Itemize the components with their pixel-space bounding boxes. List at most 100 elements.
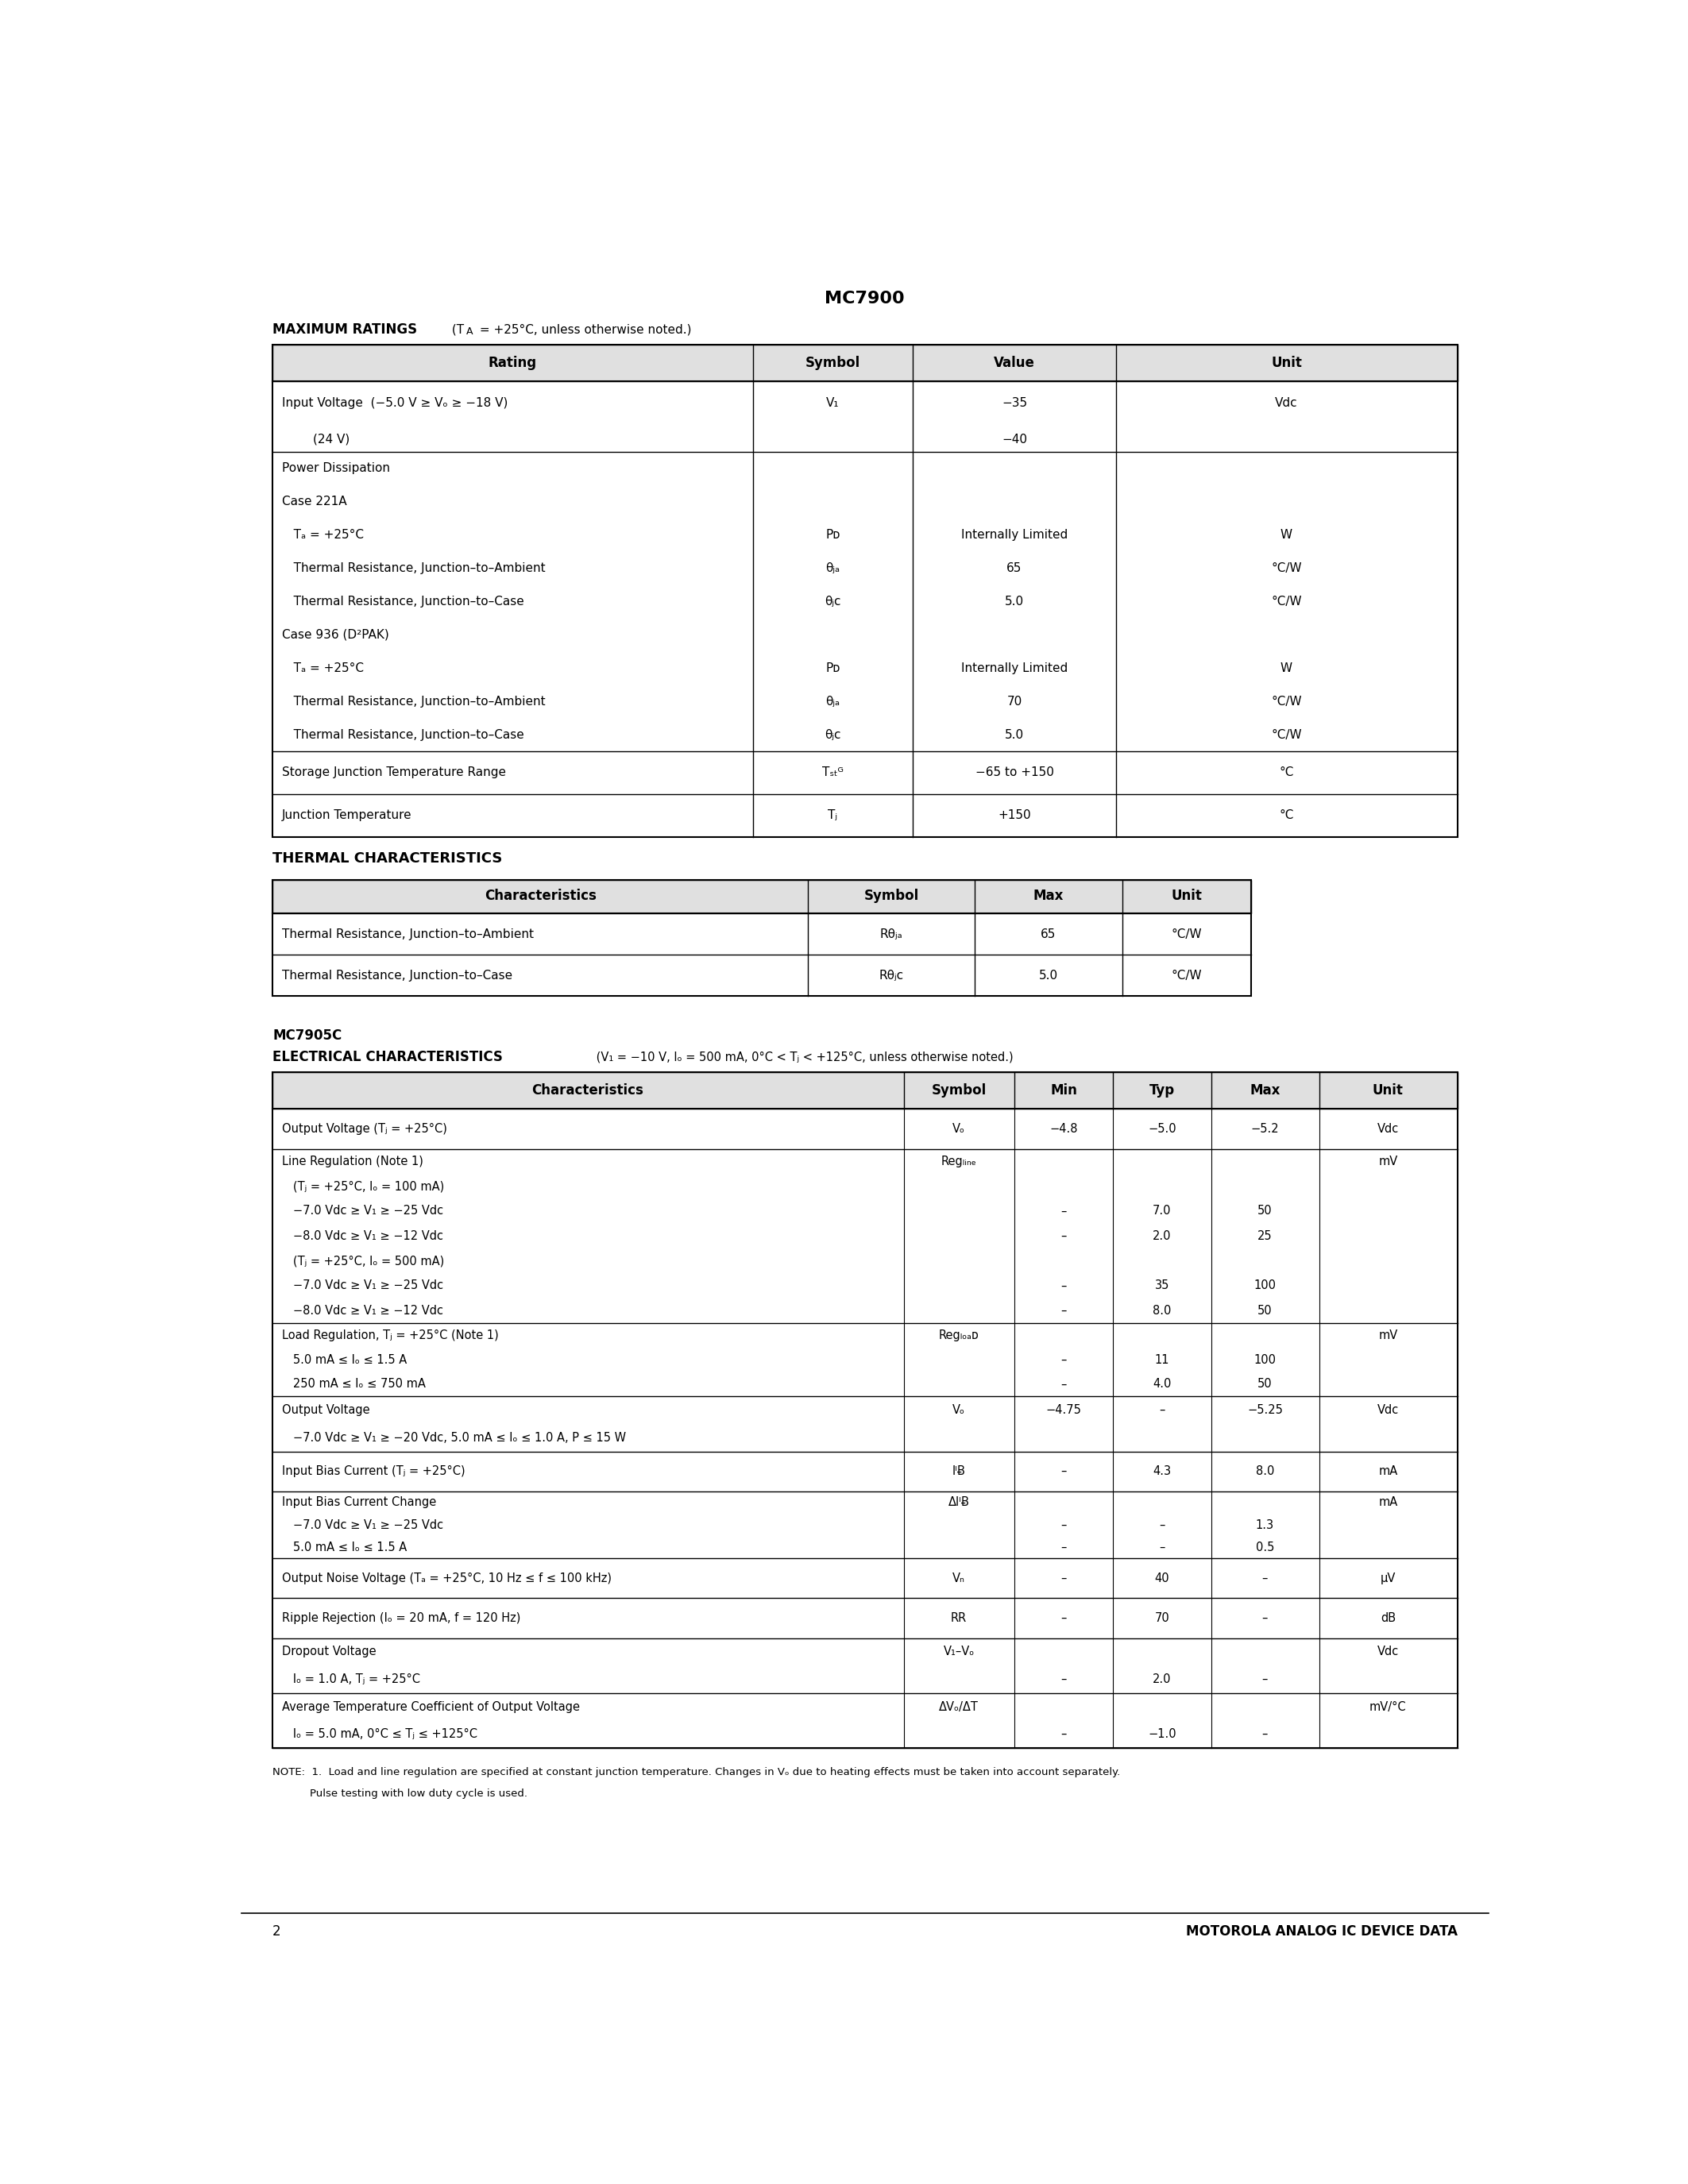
Text: 11: 11 [1155, 1354, 1170, 1365]
Text: 4.3: 4.3 [1153, 1465, 1171, 1476]
Bar [272, 880, 1251, 913]
Text: Input Voltage  (−5.0 V ≥ Vₒ ≥ −18 V): Input Voltage (−5.0 V ≥ Vₒ ≥ −18 V) [282, 397, 508, 408]
Text: °C/W: °C/W [1271, 561, 1301, 574]
Text: mA: mA [1379, 1465, 1398, 1476]
Text: −1.0: −1.0 [1148, 1728, 1177, 1741]
Text: °C: °C [1280, 767, 1293, 780]
Text: V₁: V₁ [825, 397, 839, 408]
Text: Max: Max [1249, 1083, 1280, 1099]
Bar [272, 1072, 1458, 1747]
Text: Symbol: Symbol [805, 356, 861, 369]
Bar [272, 345, 1458, 382]
Text: 70: 70 [1006, 695, 1021, 708]
Text: MC7905C: MC7905C [272, 1029, 343, 1042]
Text: MAXIMUM RATINGS: MAXIMUM RATINGS [272, 323, 417, 336]
Text: (Tⱼ = +25°C, Iₒ = 500 mA): (Tⱼ = +25°C, Iₒ = 500 mA) [282, 1256, 444, 1267]
Bar [272, 345, 1458, 836]
Text: –: – [1060, 1518, 1067, 1531]
Text: –: – [1060, 1673, 1067, 1686]
Text: Junction Temperature: Junction Temperature [282, 810, 412, 821]
Text: Power Dissipation: Power Dissipation [282, 463, 390, 474]
Text: +150: +150 [998, 810, 1031, 821]
Text: 25: 25 [1258, 1230, 1273, 1243]
Text: 5.0: 5.0 [1038, 970, 1058, 981]
Text: Pulse testing with low duty cycle is used.: Pulse testing with low duty cycle is use… [309, 1789, 527, 1800]
Text: θⱼᴄ: θⱼᴄ [825, 596, 841, 607]
Text: dB: dB [1381, 1612, 1396, 1625]
Text: Case 221A: Case 221A [282, 496, 346, 507]
Text: 70: 70 [1155, 1612, 1170, 1625]
Text: θⱼₐ: θⱼₐ [825, 695, 841, 708]
Text: Input Bias Current (Tⱼ = +25°C): Input Bias Current (Tⱼ = +25°C) [282, 1465, 464, 1476]
Text: ELECTRICAL CHARACTERISTICS: ELECTRICAL CHARACTERISTICS [272, 1051, 503, 1064]
Text: Line Regulation (Note 1): Line Regulation (Note 1) [282, 1155, 424, 1166]
Text: Min: Min [1050, 1083, 1077, 1099]
Text: Output Voltage (Tⱼ = +25°C): Output Voltage (Tⱼ = +25°C) [282, 1123, 447, 1136]
Text: –: – [1060, 1280, 1067, 1291]
Text: 5.0: 5.0 [1004, 596, 1025, 607]
Text: –: – [1060, 1378, 1067, 1391]
Text: Characteristics: Characteristics [532, 1083, 643, 1099]
Text: ΔVₒ/ΔT: ΔVₒ/ΔT [939, 1701, 979, 1712]
Text: 40: 40 [1155, 1572, 1170, 1583]
Text: −7.0 Vdc ≥ V₁ ≥ −25 Vdc: −7.0 Vdc ≥ V₁ ≥ −25 Vdc [282, 1280, 444, 1291]
Text: −35: −35 [1001, 397, 1026, 408]
Text: 7.0: 7.0 [1153, 1206, 1171, 1216]
Text: °C: °C [1280, 810, 1293, 821]
Text: –: – [1060, 1542, 1067, 1553]
Text: −5.25: −5.25 [1247, 1404, 1283, 1415]
Text: NOTE:  1.  Load and line regulation are specified at constant junction temperatu: NOTE: 1. Load and line regulation are sp… [272, 1767, 1121, 1778]
Text: 5.0 mA ≤ Iₒ ≤ 1.5 A: 5.0 mA ≤ Iₒ ≤ 1.5 A [282, 1354, 407, 1365]
Text: Vₙ: Vₙ [952, 1572, 966, 1583]
Text: Case 936 (D²PAK): Case 936 (D²PAK) [282, 629, 388, 640]
Text: Tₛₜᴳ: Tₛₜᴳ [822, 767, 844, 780]
Text: 2.0: 2.0 [1153, 1673, 1171, 1686]
Text: 50: 50 [1258, 1304, 1273, 1317]
Text: mV: mV [1379, 1330, 1398, 1341]
Text: Thermal Resistance, Junction–to–Case: Thermal Resistance, Junction–to–Case [282, 970, 511, 981]
Text: (V₁ = −10 V, Iₒ = 500 mA, 0°C < Tⱼ < +125°C, unless otherwise noted.): (V₁ = −10 V, Iₒ = 500 mA, 0°C < Tⱼ < +12… [592, 1051, 1013, 1064]
Text: Pᴅ: Pᴅ [825, 529, 841, 542]
Text: 8.0: 8.0 [1256, 1465, 1274, 1476]
Text: θⱼₐ: θⱼₐ [825, 561, 841, 574]
Text: Output Voltage: Output Voltage [282, 1404, 370, 1415]
Text: −8.0 Vdc ≥ V₁ ≥ −12 Vdc: −8.0 Vdc ≥ V₁ ≥ −12 Vdc [282, 1304, 442, 1317]
Text: Iₒ = 1.0 A, Tⱼ = +25°C: Iₒ = 1.0 A, Tⱼ = +25°C [282, 1673, 420, 1686]
Text: Internally Limited: Internally Limited [960, 529, 1069, 542]
Text: Iₒ = 5.0 mA, 0°C ≤ Tⱼ ≤ +125°C: Iₒ = 5.0 mA, 0°C ≤ Tⱼ ≤ +125°C [282, 1728, 478, 1741]
Text: −7.0 Vdc ≥ V₁ ≥ −25 Vdc: −7.0 Vdc ≥ V₁ ≥ −25 Vdc [282, 1206, 444, 1216]
Text: Symbol: Symbol [864, 889, 918, 904]
Text: Internally Limited: Internally Limited [960, 662, 1069, 675]
Text: –: – [1263, 1612, 1268, 1625]
Text: 1.3: 1.3 [1256, 1518, 1274, 1531]
Text: 50: 50 [1258, 1378, 1273, 1391]
Text: Vdc: Vdc [1377, 1404, 1399, 1415]
Text: (T: (T [447, 323, 464, 336]
Text: Value: Value [994, 356, 1035, 369]
Text: –: – [1060, 1612, 1067, 1625]
Text: Vdc: Vdc [1377, 1123, 1399, 1136]
Text: 65: 65 [1040, 928, 1057, 939]
Text: °C/W: °C/W [1271, 596, 1301, 607]
Text: Rating: Rating [488, 356, 537, 369]
Text: 100: 100 [1254, 1354, 1276, 1365]
Text: 2.0: 2.0 [1153, 1230, 1171, 1243]
Text: Vdc: Vdc [1377, 1647, 1399, 1658]
Text: Pᴅ: Pᴅ [825, 662, 841, 675]
Text: −4.8: −4.8 [1050, 1123, 1077, 1136]
Text: −5.0: −5.0 [1148, 1123, 1177, 1136]
Text: –: – [1263, 1673, 1268, 1686]
Text: –: – [1263, 1728, 1268, 1741]
Text: THERMAL CHARACTERISTICS: THERMAL CHARACTERISTICS [272, 852, 503, 865]
Text: –: – [1263, 1572, 1268, 1583]
Text: Rθⱼₐ: Rθⱼₐ [879, 928, 903, 939]
Text: 65: 65 [1006, 561, 1023, 574]
Text: –: – [1160, 1404, 1165, 1415]
Text: –: – [1060, 1728, 1067, 1741]
Text: = +25°C, unless otherwise noted.): = +25°C, unless otherwise noted.) [476, 323, 692, 336]
Text: Ripple Rejection (Iₒ = 20 mA, f = 120 Hz): Ripple Rejection (Iₒ = 20 mA, f = 120 Hz… [282, 1612, 520, 1625]
Text: Characteristics: Characteristics [484, 889, 596, 904]
Text: –: – [1060, 1304, 1067, 1317]
Text: A: A [466, 328, 473, 336]
Text: °C/W: °C/W [1171, 970, 1202, 981]
